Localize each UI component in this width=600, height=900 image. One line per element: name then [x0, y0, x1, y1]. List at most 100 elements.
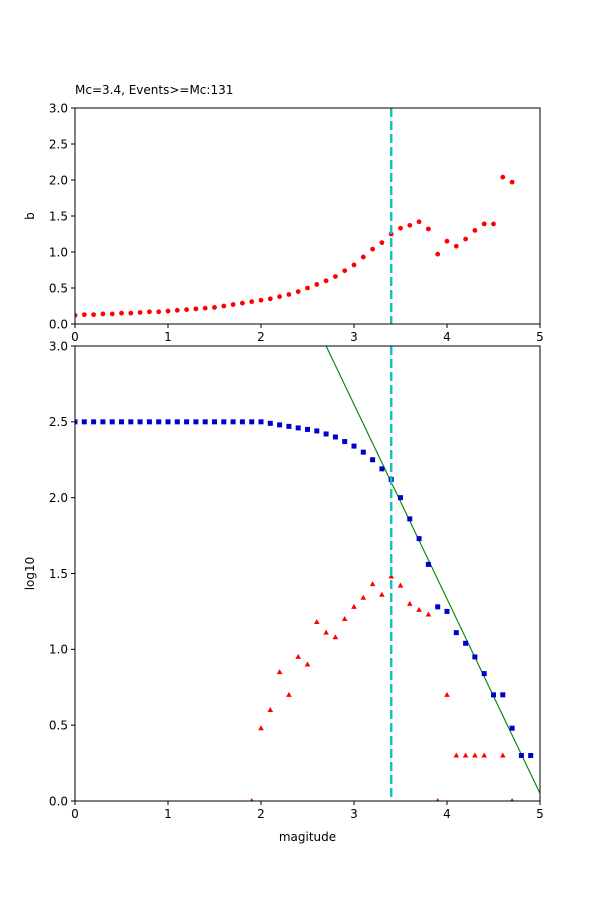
cumulative-point — [453, 630, 459, 636]
cumulative-point — [286, 423, 292, 429]
cumulative-point — [119, 419, 124, 425]
cumulative-point — [425, 561, 431, 567]
b-value-ylabel: b — [23, 212, 37, 220]
b-value-xtick-label: 5 — [536, 330, 544, 344]
b-value-xtick-label: 2 — [257, 330, 265, 344]
b-value-point — [174, 307, 180, 313]
non-cumulative-point — [425, 611, 432, 617]
b-value-point — [463, 236, 468, 242]
non-cumulative-point — [360, 594, 367, 600]
cumulative-point — [360, 449, 366, 455]
b-value-point — [416, 219, 422, 225]
non-cumulative-point — [407, 600, 413, 606]
b-value-point — [351, 262, 357, 268]
cumulative-point — [137, 419, 143, 425]
b-value-point — [426, 226, 431, 232]
cumulative-point — [518, 753, 524, 758]
non-cumulative-point — [453, 752, 460, 758]
non-cumulative-point — [388, 573, 394, 579]
cumulative-point — [91, 419, 97, 425]
non-cumulative-point — [472, 752, 478, 758]
cumulative-point — [267, 420, 273, 426]
non-cumulative-point — [444, 691, 450, 697]
b-value-clipped-group — [75, 108, 515, 324]
b-value-point — [193, 306, 199, 312]
non-cumulative-point — [304, 661, 311, 667]
b-value-ytick-label: 0.0 — [49, 317, 68, 331]
frequency-magnitude-xtick-label: 5 — [536, 807, 544, 821]
b-value-point — [240, 300, 245, 306]
cumulative-point — [351, 443, 357, 449]
b-value-point — [221, 303, 227, 309]
non-cumulative-point — [369, 581, 376, 587]
non-cumulative-point — [379, 591, 385, 597]
b-value-ytick-label: 0.5 — [49, 281, 68, 295]
cumulative-point — [509, 725, 515, 731]
b-value-point — [435, 251, 441, 257]
frequency-magnitude-ytick-label: 2.0 — [49, 491, 68, 505]
frequency-magnitude-panel: 0 1 2 3 4 5 0.0 0.5 1.0 1.5 2.0 2.5 3.0 magitude log… — [23, 339, 544, 844]
b-value-point — [91, 312, 96, 318]
frequency-magnitude-ytick-label: 2.5 — [49, 415, 68, 429]
non-cumulative-point — [314, 619, 320, 625]
b-value-point — [202, 305, 208, 311]
b-value-point — [481, 221, 487, 227]
cumulative-point — [370, 457, 376, 463]
b-value-point — [249, 299, 255, 305]
b-value-point — [165, 308, 171, 314]
frequency-magnitude-xtick-label: 4 — [443, 807, 451, 821]
b-value-point — [370, 246, 375, 252]
b-value-point — [333, 274, 338, 279]
b-value-point — [491, 221, 496, 227]
non-cumulative-point — [286, 691, 292, 697]
b-value-xtick-label: 1 — [164, 330, 172, 344]
b-value-point — [128, 310, 134, 316]
b-value-xtick-label: 4 — [443, 330, 451, 344]
b-value-point — [212, 305, 217, 310]
b-value-point — [147, 309, 152, 315]
cumulative-point — [472, 654, 478, 660]
b-value-point — [295, 289, 301, 294]
cumulative-point — [407, 516, 413, 522]
b-value-point — [379, 240, 385, 246]
cumulative-point — [212, 419, 217, 425]
frequency-magnitude-ytick-label: 3.0 — [49, 339, 68, 353]
non-cumulative-point — [462, 752, 469, 758]
b-value-point — [407, 222, 413, 228]
b-value-point — [119, 310, 124, 316]
b-value-ytick-label: 3.0 — [49, 101, 68, 115]
cumulative-point — [249, 419, 255, 425]
non-cumulative-point — [323, 629, 329, 635]
non-cumulative-point — [295, 653, 301, 659]
cumulative-point — [75, 419, 78, 425]
b-value-point — [277, 294, 282, 300]
cumulative-point — [100, 419, 106, 425]
b-value-point — [398, 225, 403, 231]
b-value-point — [109, 311, 115, 317]
cumulative-point — [481, 671, 487, 677]
cumulative-point — [398, 495, 403, 501]
b-value-point — [137, 310, 143, 315]
frequency-magnitude-xlabel: magitude — [279, 830, 336, 844]
b-value-ytick-label: 2.5 — [49, 137, 68, 151]
cumulative-point — [109, 419, 115, 425]
b-value-ytick-label: 1.0 — [49, 245, 68, 259]
cumulative-point — [81, 419, 87, 425]
non-cumulative-point — [351, 603, 357, 609]
b-value-xtick-label: 3 — [350, 330, 358, 344]
non-cumulative-point — [397, 582, 404, 588]
frequency-magnitude-xtick-label: 3 — [350, 807, 358, 821]
non-cumulative-point — [510, 798, 514, 801]
cumulative-point — [165, 419, 171, 425]
non-cumulative-point — [332, 634, 339, 640]
b-value-point — [323, 278, 329, 284]
b-value-axes: 0 1 2 3 4 5 0.0 0.5 1.0 1.5 2.0 2.5 3.0 — [49, 101, 544, 344]
b-value-point — [286, 292, 292, 297]
non-cumulative-point — [500, 752, 506, 758]
b-value-point — [75, 312, 78, 318]
frequency-magnitude-ytick-label: 1.0 — [49, 643, 68, 657]
cumulative-point — [258, 419, 264, 425]
b-value-point — [342, 268, 348, 274]
